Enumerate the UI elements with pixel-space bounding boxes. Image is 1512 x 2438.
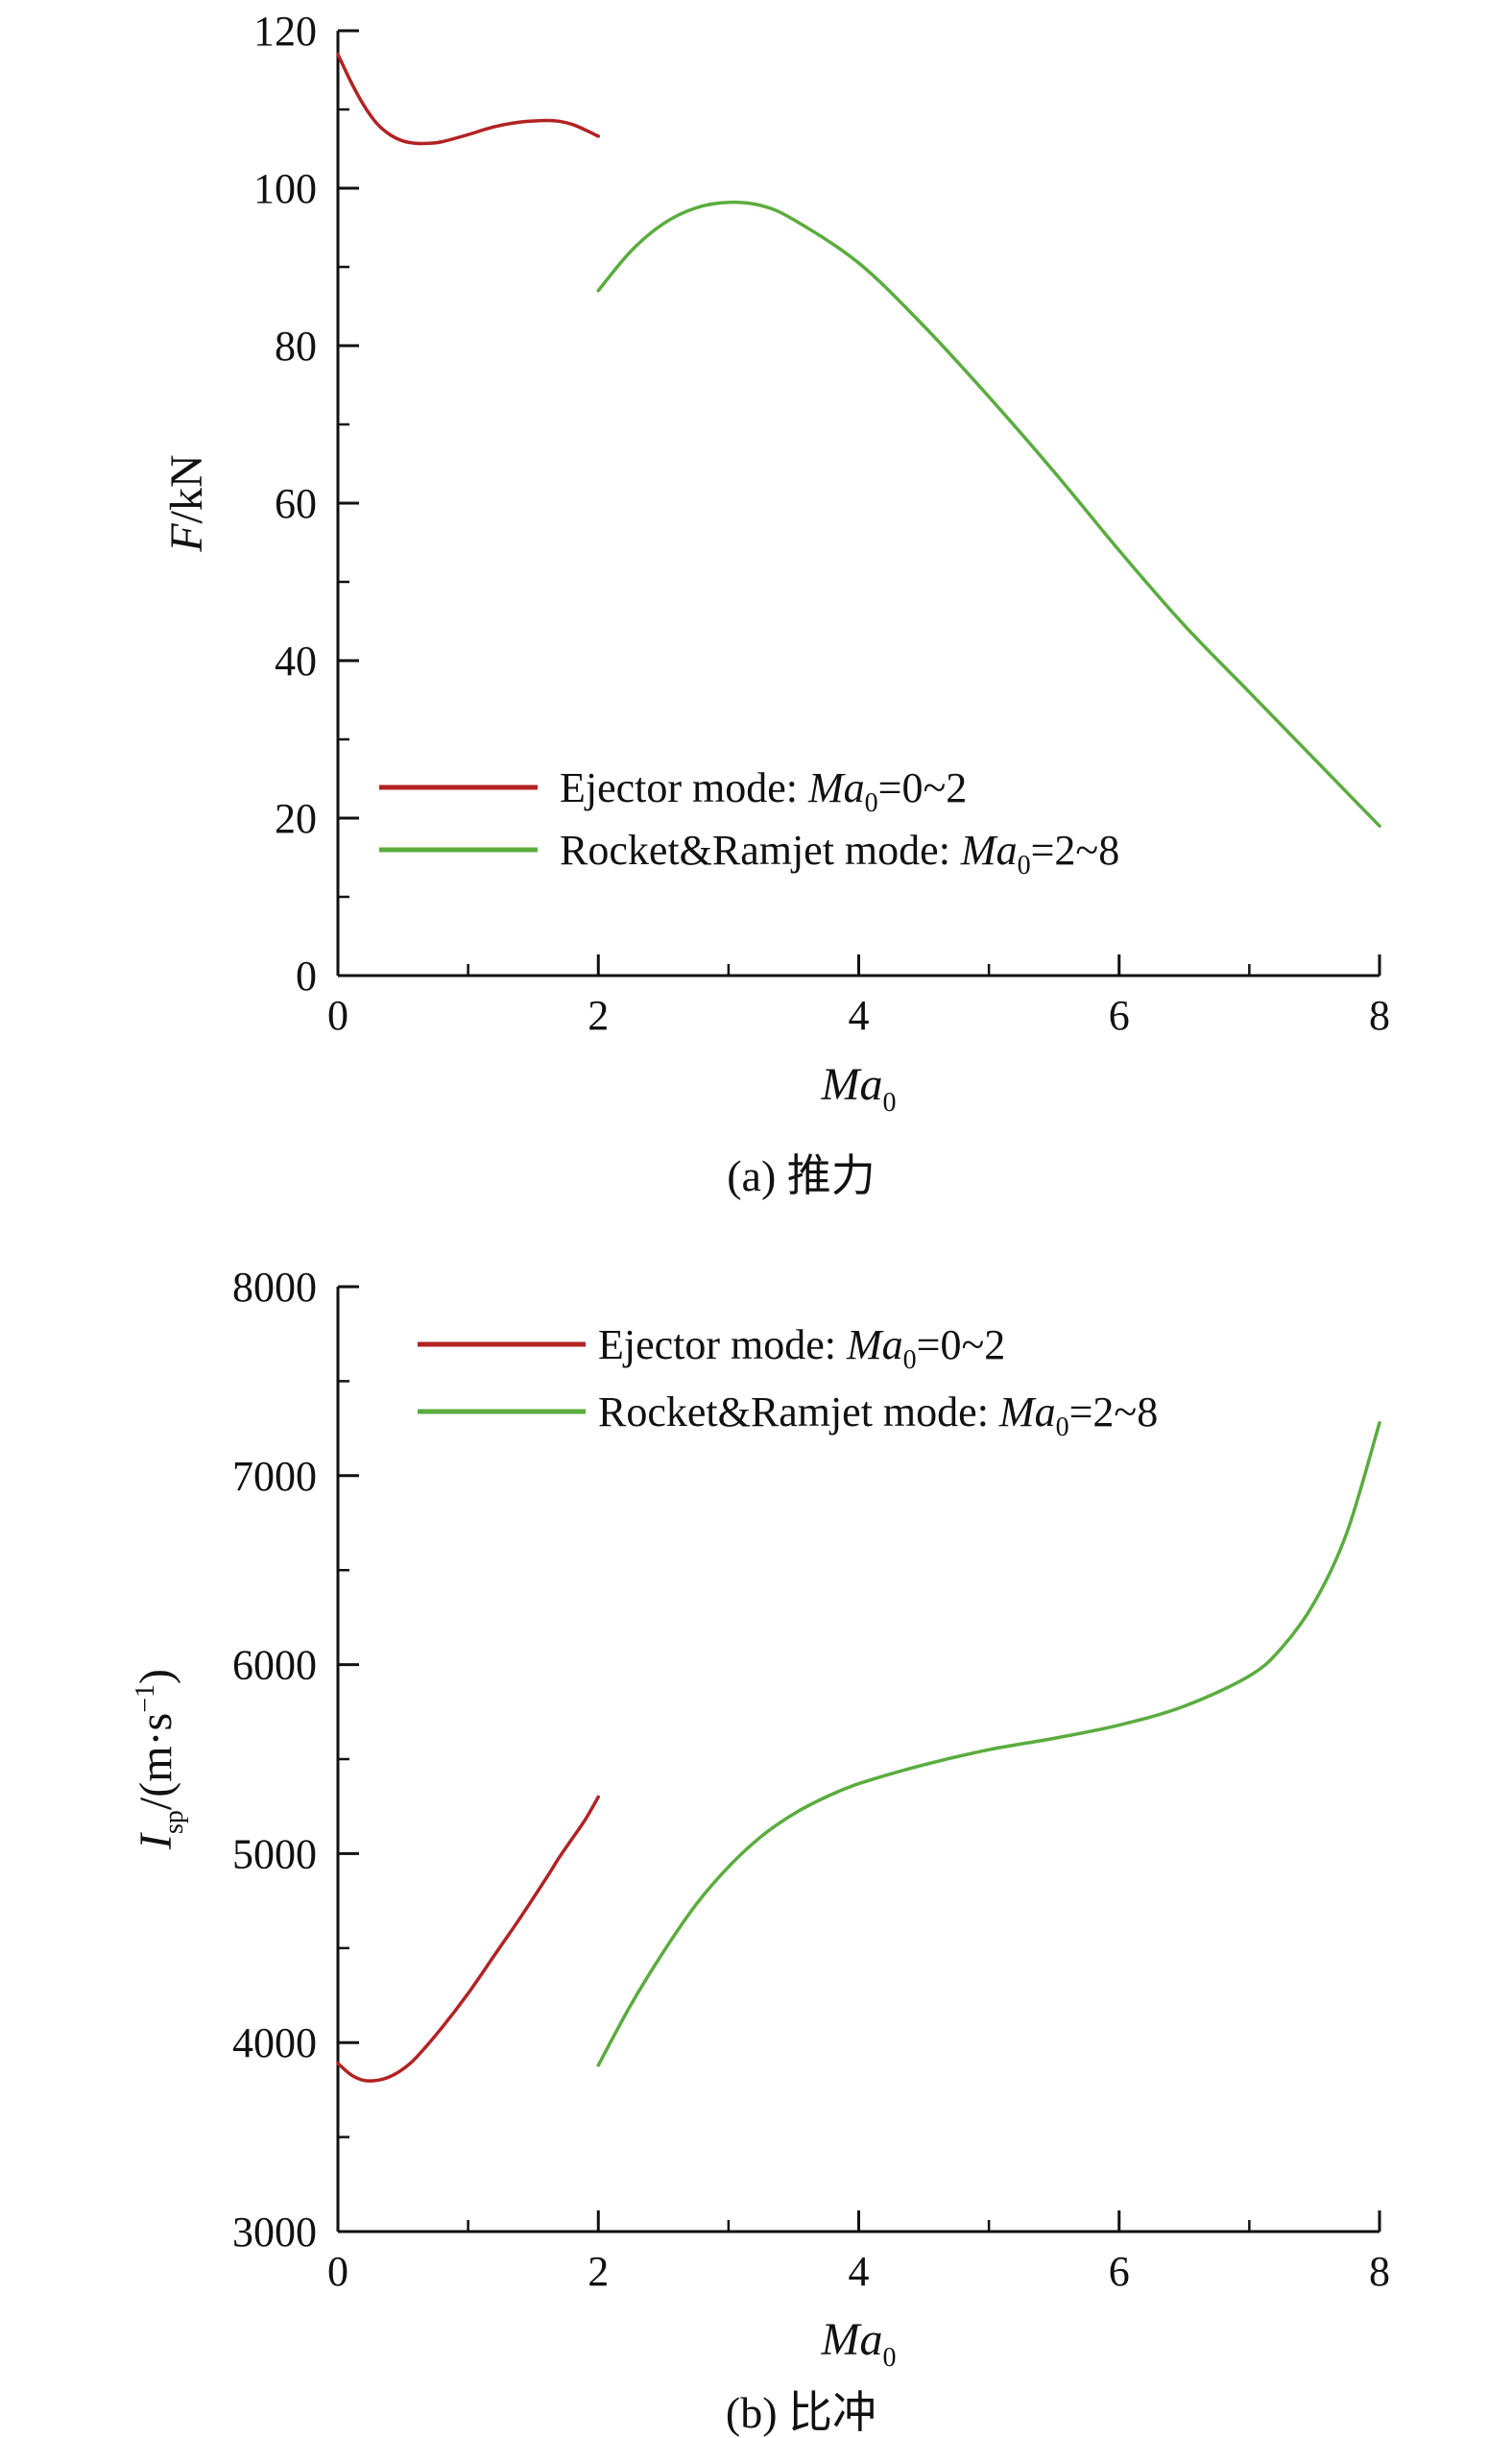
chart-panel-a: 0 20 40 60 80 100 120 0 2 4 6 8 Ejector mode: Ma0=0~… [161,8,1390,1200]
chart-caption: (a) 推力 [727,1151,876,1200]
legend-label: Rocket&Ramjet mode: Ma0=2~8 [560,827,1119,881]
legend-label: Rocket&Ramjet mode: Ma0=2~8 [598,1388,1158,1442]
x-tick-label: 0 [327,992,348,1039]
series-line-rocket-ramjet [596,200,1381,828]
y-axis-title: Isp/(m·s−1) [131,1669,189,1850]
x-tick-label: 4 [849,2248,870,2295]
y-tick-label: 100 [253,165,317,212]
series-line-ejector [336,1795,600,2083]
y-tick-label: 4000 [232,2019,317,2066]
x-tick-label: 4 [849,992,870,1039]
y-tick-label: 60 [275,480,317,527]
legend: Ejector mode: Ma0=0~2 Rocket&Ramjet mode:… [418,1321,1158,1442]
y-tick-label: 0 [296,953,317,1000]
series-line-ejector [336,52,600,146]
x-tick-label: 2 [588,992,609,1039]
x-tick-label: 8 [1369,992,1390,1039]
y-tick-label: 20 [275,795,317,842]
legend-label: Ejector mode: Ma0=0~2 [560,764,967,818]
y-tick-label: 40 [275,638,317,685]
x-tick-label: 0 [327,2248,348,2295]
x-tick-label: 8 [1369,2248,1390,2295]
y-tick-label: 3000 [232,2209,317,2256]
y-axis-title: F/kN [161,454,212,552]
x-axis-title: Ma0 [821,2314,897,2373]
chart-panel-b: 3000 4000 5000 6000 7000 8000 0 2 4 6 8 Ejector mod… [131,1264,1390,2437]
x-tick-label: 6 [1109,992,1130,1039]
y-tick-label: 80 [275,323,317,370]
y-tick-label: 7000 [232,1453,317,1500]
series-line-rocket-ramjet [596,1420,1381,2067]
legend: Ejector mode: Ma0=0~2 Rocket&Ramjet mode:… [379,764,1119,881]
x-tick-label: 2 [588,2248,609,2295]
y-tick-label: 6000 [232,1642,317,1689]
y-tick-label: 120 [253,8,317,55]
y-tick-label: 5000 [232,1830,317,1877]
y-tick-label: 8000 [232,1264,317,1311]
chart-caption: (b) 比冲 [726,2388,876,2437]
x-tick-label: 6 [1109,2248,1130,2295]
legend-label: Ejector mode: Ma0=0~2 [598,1321,1005,1375]
x-axis-title: Ma0 [821,1059,897,1118]
